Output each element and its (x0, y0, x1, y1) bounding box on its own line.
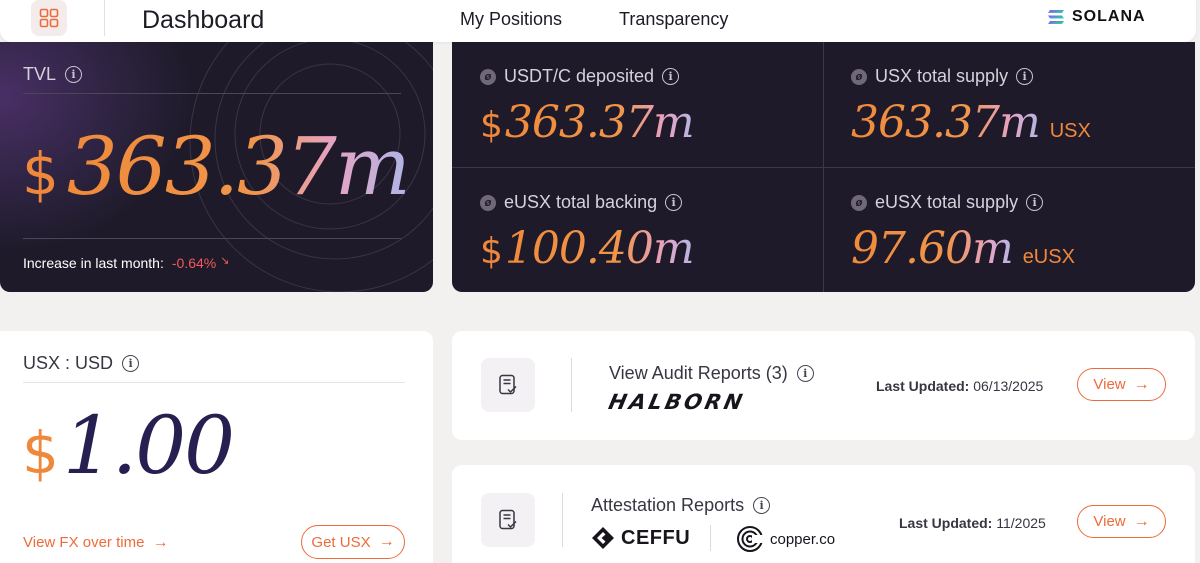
view-label: View (1093, 513, 1126, 530)
view-audit-button[interactable]: View → (1077, 368, 1166, 401)
info-icon[interactable]: i (1016, 68, 1034, 85)
ceffu-logo: CEFFU (591, 526, 690, 550)
arrow-right-icon: → (1133, 375, 1150, 393)
stats-card: ø USDT/C deposited i $ 363.37m ø USX tot… (452, 42, 1195, 292)
usx-rate-card: USX : USD i $ 1.00 View FX over time → G… (0, 331, 433, 563)
currency-symbol: $ (480, 231, 503, 272)
attestation-title: Attestation Reports (591, 495, 745, 515)
coin-icon: ø (480, 68, 496, 85)
audit-title-row: View Audit Reports (3) i (609, 363, 814, 384)
last-updated-label: Last Updated: (899, 515, 993, 531)
audit-last-updated: Last Updated: 06/13/2025 (876, 378, 1043, 394)
stat-usdtc-deposited: ø USDT/C deposited i $ 363.37m (480, 66, 695, 148)
top-bar: Dashboard My Positions Transparency SOLA… (0, 0, 1196, 42)
divider (710, 525, 711, 551)
divider (452, 167, 1195, 168)
info-icon[interactable]: i (122, 355, 140, 372)
grid-icon (39, 8, 59, 28)
stat-label: eUSX total supply (875, 192, 1019, 212)
get-usx-label: Get USX (311, 533, 371, 551)
trend-down-icon: ↘ (220, 255, 230, 267)
tvl-label-row: TVL i (23, 64, 83, 85)
stat-label: eUSX total backing (504, 192, 658, 212)
document-check-icon (499, 509, 517, 530)
divider (571, 358, 572, 412)
change-value: -0.64% (171, 255, 217, 271)
tvl-card: TVL i $ 363.37m Increase in last month: … (0, 42, 433, 292)
usx-rate-label: USX : USD (23, 353, 114, 373)
view-attestation-button[interactable]: View → (1077, 505, 1166, 538)
coin-icon: ø (851, 194, 867, 211)
halborn-logo: HALBORN (606, 390, 748, 414)
coin-icon: ø (480, 194, 496, 211)
info-icon[interactable]: i (753, 497, 771, 514)
tvl-amount: 363.37m (66, 120, 411, 213)
arrow-right-icon: → (1133, 512, 1150, 530)
usx-rate-label-row: USX : USD i (23, 353, 140, 374)
arrow-right-icon: → (378, 533, 395, 550)
change-label: Increase in last month: (23, 255, 164, 271)
header-divider (104, 0, 105, 36)
copper-logo: copper.co (736, 525, 835, 553)
view-fx-link[interactable]: View FX over time → (23, 534, 168, 551)
divider (23, 238, 401, 239)
stat-eusx-total-supply: ø eUSX total supply i 97.60m eUSX (851, 192, 1075, 274)
last-updated-label: Last Updated: (876, 378, 970, 394)
ceffu-label: CEFFU (621, 526, 691, 549)
solana-logo-icon (1048, 10, 1064, 24)
stat-label: USX total supply (875, 66, 1009, 86)
info-icon[interactable]: i (665, 194, 683, 211)
nav-my-positions[interactable]: My Positions (460, 9, 563, 29)
stat-unit: eUSX (1022, 246, 1075, 268)
coin-icon: ø (851, 68, 867, 85)
currency-symbol: $ (480, 105, 503, 146)
attestation-last-updated: Last Updated: 11/2025 (899, 515, 1046, 531)
divider (23, 382, 405, 383)
copper-label: copper.co (770, 530, 836, 548)
stat-amount: 363.37m (851, 97, 1041, 148)
currency-symbol: $ (22, 140, 59, 208)
page-title: Dashboard (142, 6, 265, 34)
menu-button[interactable] (31, 0, 67, 36)
document-tile (481, 358, 535, 412)
tvl-change-row: Increase in last month: -0.64% ↘ (23, 255, 229, 271)
view-label: View (1093, 376, 1126, 393)
nav-transparency[interactable]: Transparency (619, 9, 729, 29)
copper-mark-icon (737, 526, 764, 552)
divider (562, 493, 563, 547)
tvl-value: $ 363.37m (22, 120, 411, 213)
audit-title: View Audit Reports (3) (609, 363, 788, 383)
info-icon[interactable]: i (1026, 194, 1044, 211)
usx-rate-value: $ 1.00 (22, 399, 235, 492)
stat-label: USDT/C deposited (504, 66, 655, 86)
network-selector[interactable]: SOLANA (1047, 8, 1146, 26)
tvl-label: TVL (23, 64, 57, 84)
network-label: SOLANA (1072, 8, 1146, 25)
last-updated-value: 06/13/2025 (973, 378, 1044, 394)
stat-eusx-total-backing: ø eUSX total backing i $ 100.40m (480, 192, 695, 274)
currency-symbol: $ (22, 419, 59, 487)
decorative-rings (189, 42, 433, 292)
info-icon[interactable]: i (65, 66, 83, 83)
info-icon[interactable]: i (796, 365, 814, 382)
usx-rate-amount: 1.00 (62, 399, 235, 492)
stat-amount: 100.40m (504, 223, 695, 274)
get-usx-button[interactable]: Get USX → (301, 525, 405, 559)
ceffu-mark-icon (592, 527, 614, 549)
last-updated-value: 11/2025 (996, 515, 1046, 531)
document-tile (481, 493, 535, 547)
divider (23, 93, 401, 94)
stat-amount: 97.60m (851, 223, 1014, 274)
arrow-right-icon: → (152, 533, 169, 551)
stat-unit: USX (1049, 120, 1091, 142)
view-fx-label: View FX over time (23, 534, 145, 551)
stat-amount: 363.37m (504, 97, 695, 148)
audit-reports-card: View Audit Reports (3) i HALBORN Last Up… (452, 331, 1195, 440)
stat-usx-total-supply: ø USX total supply i 363.37m USX (851, 66, 1091, 148)
attestation-reports-card: Attestation Reports i CEFFU copper.co La… (452, 465, 1195, 563)
attestation-title-row: Attestation Reports i (591, 495, 771, 516)
info-icon[interactable]: i (662, 68, 680, 85)
document-check-icon (499, 374, 517, 395)
